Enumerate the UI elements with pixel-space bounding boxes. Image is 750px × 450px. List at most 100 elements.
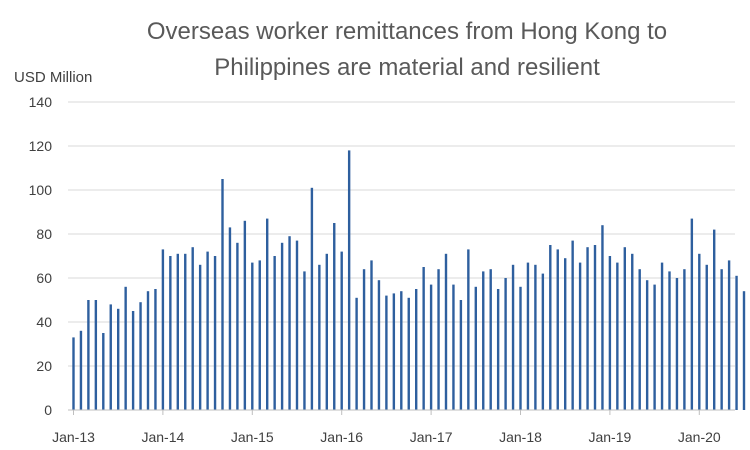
bar xyxy=(504,278,507,410)
y-tick-label: 0 xyxy=(44,402,52,418)
gridlines xyxy=(68,101,735,367)
bar xyxy=(191,247,194,410)
bar xyxy=(541,273,545,410)
bar xyxy=(496,289,500,410)
bar xyxy=(638,269,641,410)
bar xyxy=(429,284,433,410)
bar xyxy=(415,289,418,410)
x-tick-label: Jan-19 xyxy=(588,429,631,445)
x-axis-tick-labels: Jan-13 Jan-14 Jan-15 Jan-16 Jan-17 Jan-18 Jan-… xyxy=(52,429,721,445)
bar xyxy=(280,242,284,410)
bar xyxy=(422,267,425,410)
bar xyxy=(683,269,686,410)
bar xyxy=(511,264,515,410)
bar xyxy=(735,275,738,410)
bar xyxy=(549,245,552,410)
bar xyxy=(355,297,358,410)
bar xyxy=(79,330,83,410)
x-tick-label: Jan-20 xyxy=(678,429,721,445)
bar xyxy=(623,247,626,410)
y-tick-label: 100 xyxy=(29,182,53,198)
bar xyxy=(333,223,336,410)
bar xyxy=(586,247,589,410)
bar xyxy=(318,264,321,410)
y-tick-label: 140 xyxy=(29,94,53,110)
bar xyxy=(534,264,537,410)
bar xyxy=(742,291,746,410)
bar xyxy=(370,260,373,410)
bar xyxy=(243,220,247,410)
bar xyxy=(668,271,671,410)
x-tick-label: Jan-15 xyxy=(231,429,274,445)
bar xyxy=(407,297,410,410)
y-tick-label: 40 xyxy=(36,314,52,330)
bar xyxy=(653,284,656,410)
bar xyxy=(392,293,396,410)
x-axis-ticks xyxy=(73,410,700,415)
bar xyxy=(124,286,127,410)
bar xyxy=(474,286,477,410)
x-tick-label: Jan-14 xyxy=(141,429,184,445)
y-tick-label: 120 xyxy=(29,138,53,154)
bar xyxy=(251,262,254,410)
chart-title-line-2: Philippines are material and resilient xyxy=(214,54,600,81)
bar xyxy=(347,150,351,410)
bar xyxy=(102,333,105,410)
x-tick-label: Jan-17 xyxy=(410,429,453,445)
bar xyxy=(206,251,209,410)
x-tick-label: Jan-18 xyxy=(499,429,542,445)
bar xyxy=(228,227,232,410)
bar xyxy=(198,264,202,410)
y-tick-label: 80 xyxy=(36,226,52,242)
bar xyxy=(720,269,723,410)
y-axis-unit-label: USD Million xyxy=(14,69,92,86)
bar xyxy=(161,249,165,410)
bar xyxy=(631,253,634,410)
bar xyxy=(616,262,619,410)
bar xyxy=(564,258,567,410)
bar xyxy=(459,300,463,410)
bar xyxy=(288,236,291,410)
bar xyxy=(169,256,172,410)
bar xyxy=(437,269,440,410)
bar xyxy=(266,218,269,410)
bar xyxy=(489,269,492,410)
bar xyxy=(117,308,120,410)
bar xyxy=(713,229,716,410)
bar xyxy=(608,256,612,410)
bar xyxy=(675,278,679,410)
bar xyxy=(303,271,306,410)
bar xyxy=(519,286,522,410)
y-tick-label: 20 xyxy=(36,358,52,374)
bar xyxy=(87,300,90,410)
bar xyxy=(377,280,381,410)
bar xyxy=(705,264,708,410)
y-tick-label: 60 xyxy=(36,270,52,286)
bar xyxy=(467,249,470,410)
bar-series xyxy=(72,150,746,410)
bar xyxy=(727,260,731,410)
chart-title-line-1: Overseas worker remittances from Hong Ko… xyxy=(147,18,667,45)
bar xyxy=(444,253,448,410)
x-tick-label: Jan-16 xyxy=(320,429,363,445)
bar xyxy=(131,311,135,410)
bar xyxy=(556,249,559,410)
bar xyxy=(325,253,328,410)
bar xyxy=(578,262,582,410)
bar xyxy=(362,269,366,410)
y-axis-tick-labels: 0 20 40 60 80 100 120 140 xyxy=(29,94,53,418)
bar xyxy=(184,253,187,410)
bar xyxy=(526,262,530,410)
bar xyxy=(94,300,98,410)
bar xyxy=(146,291,150,410)
bar xyxy=(213,256,217,410)
bar xyxy=(571,240,574,410)
bar xyxy=(660,262,664,410)
bar xyxy=(154,289,157,410)
bar xyxy=(385,295,388,410)
bar xyxy=(72,337,75,410)
bar xyxy=(310,187,314,410)
bar xyxy=(400,291,403,410)
bar xyxy=(273,256,276,410)
